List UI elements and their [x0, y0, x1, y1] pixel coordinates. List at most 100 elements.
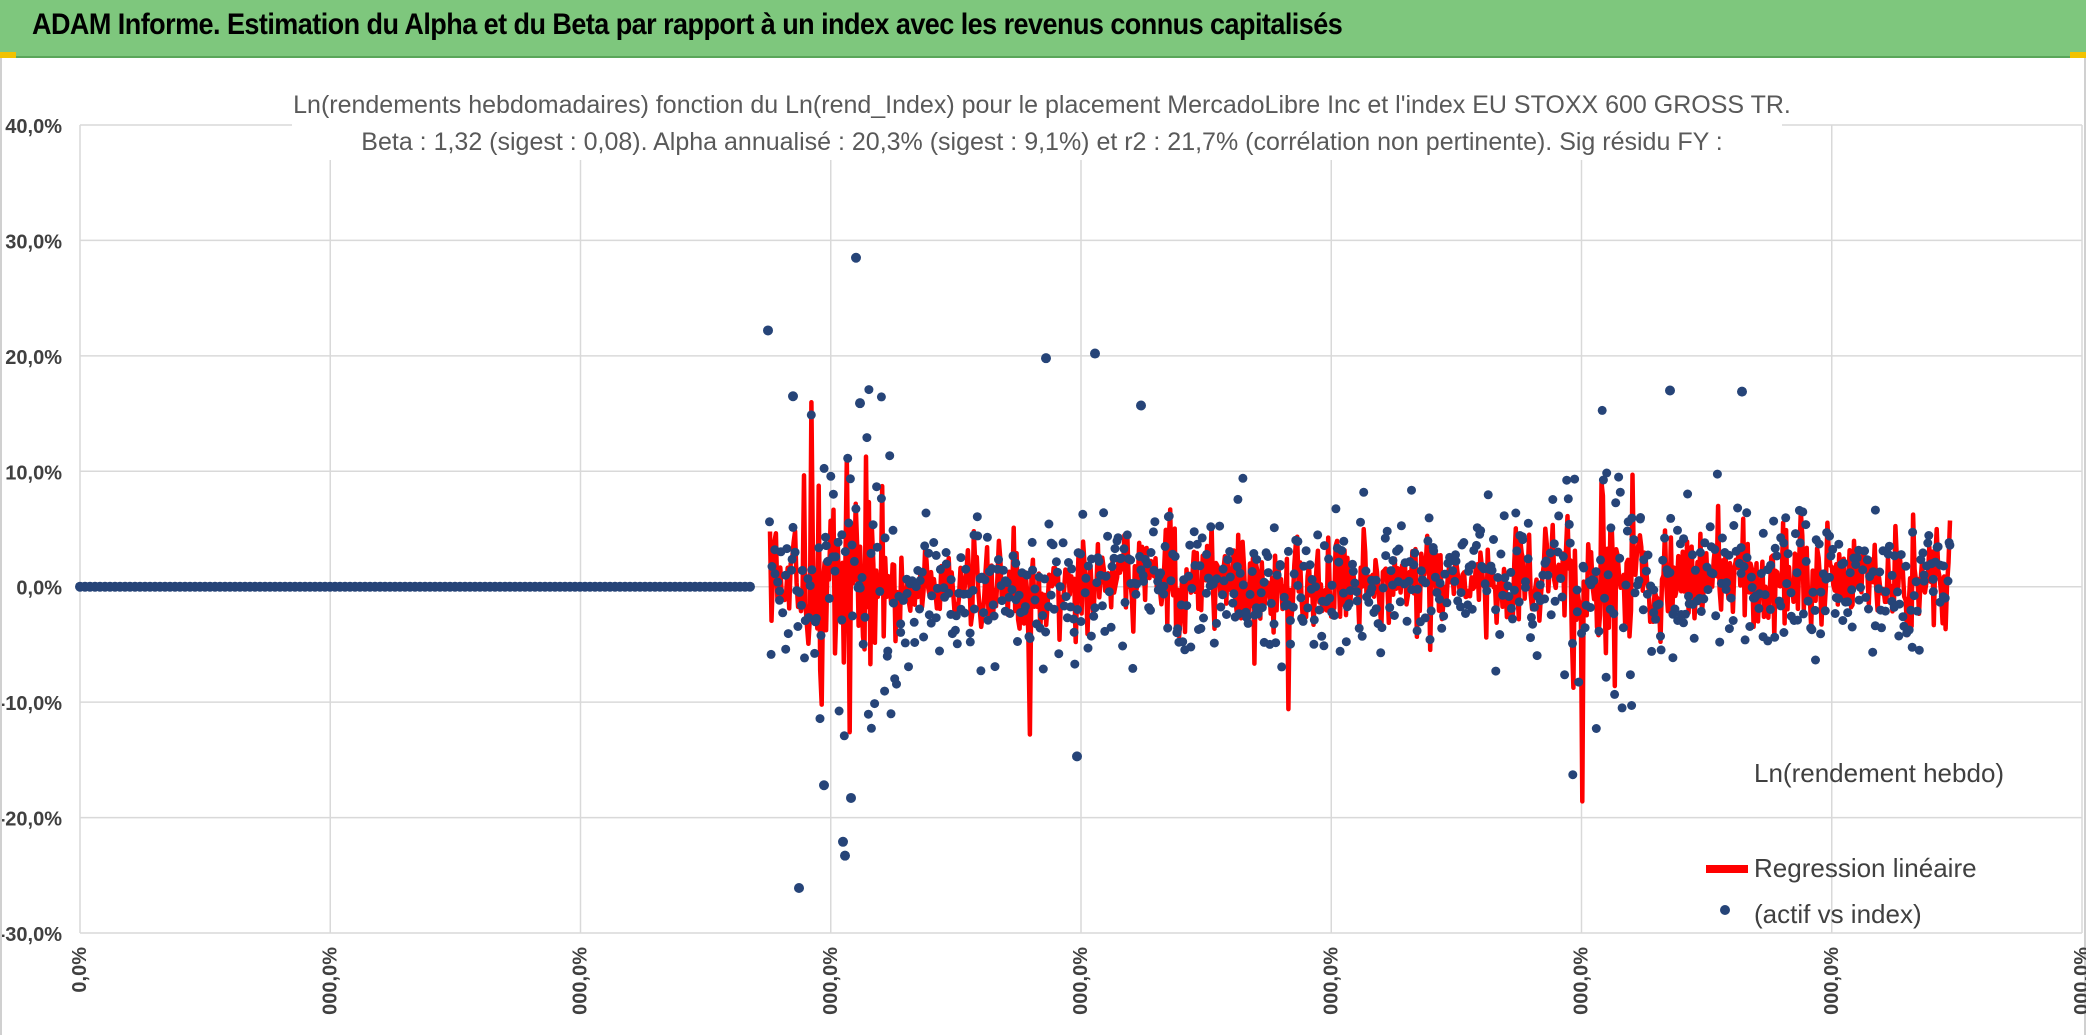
data-point [935, 646, 944, 656]
data-point [1845, 568, 1855, 578]
data-point [1412, 626, 1422, 636]
data-point [1642, 589, 1652, 599]
data-point [855, 583, 865, 593]
data-point [1489, 535, 1498, 544]
data-point [982, 532, 992, 542]
data-point-outlier [819, 780, 829, 791]
data-point [1554, 511, 1564, 521]
data-point [1069, 614, 1078, 624]
data-point [1874, 584, 1884, 594]
data-point [1319, 641, 1329, 651]
data-point [1724, 550, 1734, 560]
data-point [1011, 558, 1021, 568]
data-point [1253, 609, 1263, 619]
data-point [1440, 569, 1450, 579]
data-point [946, 575, 956, 585]
data-point [1028, 565, 1038, 575]
data-point [1425, 635, 1435, 645]
data-point [1526, 612, 1536, 622]
data-point [1597, 405, 1607, 415]
data-point [1514, 597, 1524, 607]
data-point [1110, 544, 1120, 554]
data-point [1451, 556, 1461, 566]
data-point [1923, 538, 1933, 548]
data-point [745, 581, 755, 592]
data-point [1051, 557, 1061, 567]
data-point [1765, 604, 1775, 614]
data-point [1591, 567, 1601, 577]
data-point [980, 575, 990, 585]
data-point [1409, 560, 1419, 570]
data-point [1875, 567, 1885, 577]
data-point [1173, 624, 1183, 634]
data-point [1053, 567, 1062, 577]
data-point [1218, 564, 1228, 574]
data-point [1541, 556, 1551, 566]
data-point [952, 639, 962, 649]
data-point [1378, 583, 1388, 593]
data-point [898, 595, 908, 605]
data-point [807, 565, 817, 575]
data-point [863, 709, 873, 719]
data-point [1838, 616, 1848, 625]
data-point [860, 612, 870, 622]
data-point [1283, 546, 1293, 556]
data-point [1467, 560, 1477, 570]
data-point-outlier [846, 792, 856, 803]
x-tick-label: 000,0% [820, 947, 842, 1015]
data-point [1736, 543, 1746, 553]
data-point [1503, 581, 1513, 591]
data-point [1862, 555, 1872, 565]
data-point [1779, 628, 1789, 637]
data-point [1574, 677, 1584, 687]
data-point [1703, 585, 1713, 595]
data-point [979, 608, 989, 618]
data-point [1627, 513, 1637, 523]
data-point [1508, 614, 1517, 624]
x-tick-label: 000,0% [1821, 947, 1843, 1015]
data-point [1894, 631, 1904, 641]
data-point [778, 608, 788, 618]
data-point [1868, 567, 1878, 577]
data-point [1928, 574, 1938, 584]
data-point [892, 679, 901, 689]
y-tick-label: 20,0% [5, 347, 62, 369]
data-point [1364, 597, 1374, 607]
data-point [1286, 639, 1295, 649]
data-point [1496, 549, 1506, 559]
header-bar: ADAM Informe. Estimation du Alpha et du … [0, 0, 2086, 58]
data-point [1636, 513, 1645, 522]
data-point [1760, 590, 1770, 600]
data-point [1847, 585, 1857, 595]
data-point [1301, 546, 1311, 556]
data-point [830, 566, 840, 576]
data-point [1825, 572, 1834, 582]
data-point [1596, 555, 1605, 565]
data-point [1798, 507, 1808, 517]
data-point [1558, 552, 1568, 561]
y-tick-label: 0,0% [16, 578, 62, 600]
data-point [1166, 576, 1176, 586]
data-point [1416, 566, 1426, 576]
data-point [883, 646, 893, 656]
data-point [1928, 587, 1938, 597]
data-point [1532, 651, 1542, 661]
data-point [1131, 589, 1141, 599]
data-point [1380, 533, 1390, 543]
data-point [1843, 608, 1853, 618]
data-point [1289, 569, 1299, 579]
data-point [1600, 593, 1609, 603]
data-point [1912, 606, 1922, 616]
data-point [1192, 539, 1202, 549]
data-point [1225, 547, 1235, 556]
x-tick-label: 000,0% [319, 947, 341, 1015]
data-point [889, 598, 898, 608]
data-point [1275, 561, 1285, 571]
data-point [1526, 633, 1535, 643]
regression-line-swatch [1706, 865, 1748, 873]
data-point [1150, 517, 1160, 527]
data-point [1309, 615, 1319, 625]
y-tick-label: -10,0% [2, 693, 62, 715]
data-point [1083, 561, 1093, 571]
data-point [1041, 627, 1051, 637]
